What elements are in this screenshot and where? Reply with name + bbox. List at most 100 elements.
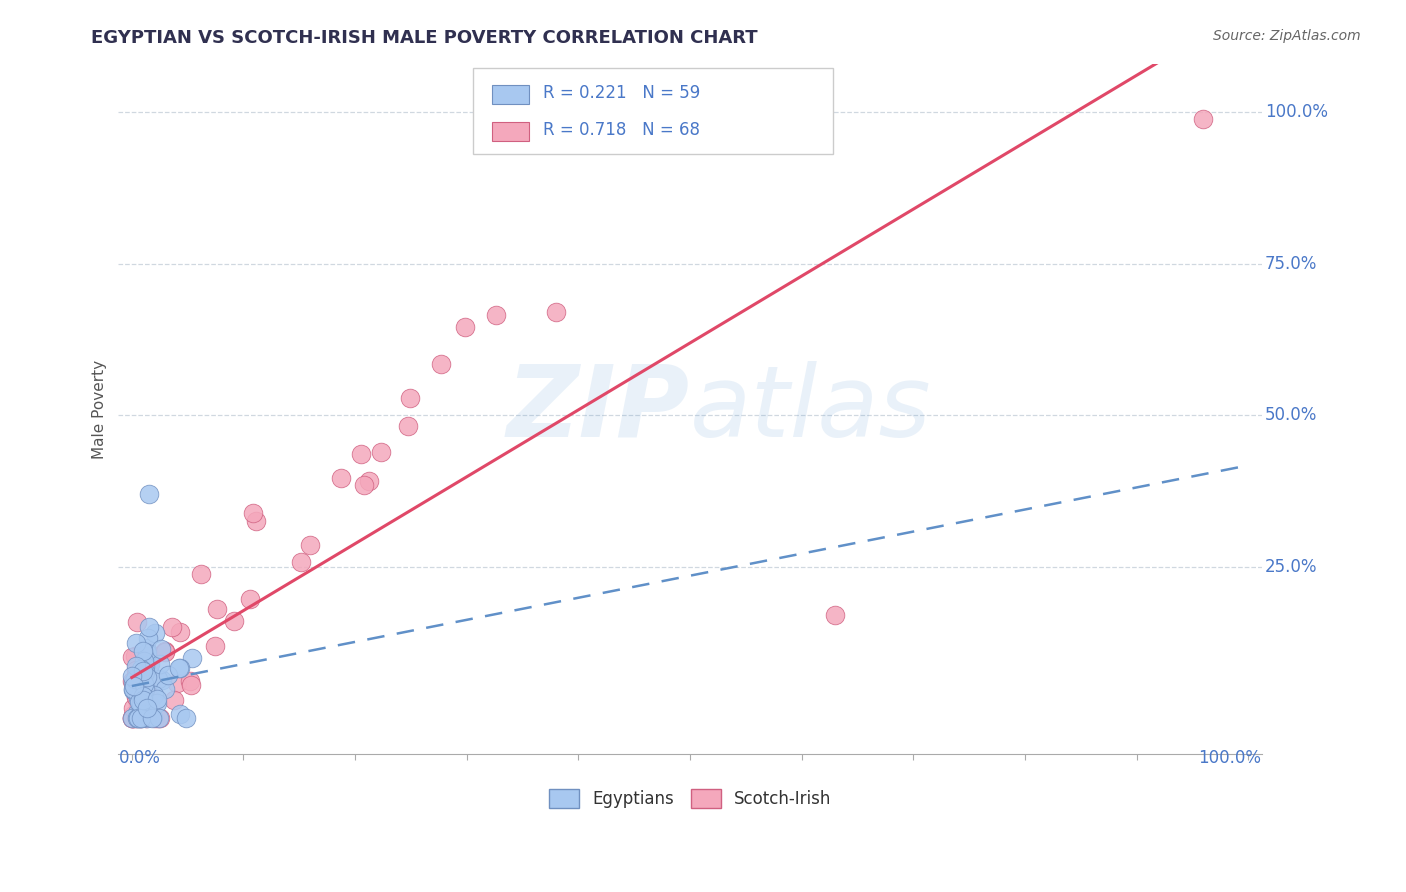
Text: ZIP: ZIP <box>508 360 690 458</box>
Point <box>129 711 152 725</box>
Point <box>136 685 159 699</box>
Point <box>370 445 392 459</box>
Point <box>122 700 145 714</box>
Point <box>148 711 170 725</box>
Point <box>125 706 148 720</box>
Point <box>145 691 167 706</box>
Point <box>155 644 177 658</box>
Point <box>157 668 180 682</box>
FancyBboxPatch shape <box>492 86 529 104</box>
Point <box>222 614 245 628</box>
Text: R = 0.718   N = 68: R = 0.718 N = 68 <box>543 120 700 138</box>
Point <box>125 690 148 704</box>
Point <box>131 695 153 709</box>
Point <box>135 701 157 715</box>
Text: EGYPTIAN VS SCOTCH-IRISH MALE POVERTY CORRELATION CHART: EGYPTIAN VS SCOTCH-IRISH MALE POVERTY CO… <box>91 29 758 46</box>
Point <box>125 658 148 673</box>
Point <box>134 676 156 690</box>
Point <box>181 650 204 665</box>
Point <box>290 555 312 569</box>
Point <box>124 649 146 664</box>
Point <box>179 674 201 689</box>
Point <box>329 471 352 485</box>
Point <box>169 661 191 675</box>
Point <box>169 624 191 639</box>
Point <box>149 657 172 672</box>
Point <box>122 679 145 693</box>
Point <box>824 607 846 622</box>
Point <box>239 591 262 606</box>
Point <box>174 711 197 725</box>
Point <box>146 672 169 686</box>
Point <box>129 696 152 710</box>
Point <box>121 711 143 725</box>
Point <box>242 506 264 520</box>
Point <box>134 659 156 673</box>
Point <box>129 711 152 725</box>
Point <box>1192 112 1215 126</box>
Point <box>124 663 146 677</box>
Point <box>160 620 183 634</box>
Point <box>138 619 160 633</box>
Point <box>141 711 163 725</box>
Point <box>138 487 160 501</box>
Point <box>127 711 149 725</box>
Point <box>121 669 143 683</box>
Point <box>129 711 152 725</box>
Point <box>127 679 149 693</box>
FancyBboxPatch shape <box>472 68 832 153</box>
Point <box>169 660 191 674</box>
Point <box>146 711 169 725</box>
Point <box>121 711 143 725</box>
Point <box>142 710 165 724</box>
Text: Source: ZipAtlas.com: Source: ZipAtlas.com <box>1213 29 1361 43</box>
FancyBboxPatch shape <box>492 122 529 141</box>
Point <box>143 688 166 702</box>
Point <box>121 711 143 725</box>
Point <box>136 645 159 659</box>
Point <box>125 690 148 705</box>
Point <box>153 682 176 697</box>
Point <box>128 695 150 709</box>
Point <box>148 711 170 725</box>
Point <box>141 673 163 688</box>
Point <box>132 694 155 708</box>
Point <box>127 683 149 698</box>
Point <box>180 678 202 692</box>
Text: 100.0%: 100.0% <box>1265 103 1327 121</box>
Point <box>139 657 162 671</box>
Point <box>544 305 567 319</box>
Point <box>357 475 380 489</box>
Point <box>122 683 145 698</box>
Point <box>121 649 143 664</box>
Point <box>143 711 166 725</box>
Point <box>121 708 143 723</box>
Point <box>205 601 228 615</box>
Text: 0.0%: 0.0% <box>118 749 160 767</box>
Point <box>135 670 157 684</box>
Point <box>135 640 157 655</box>
Text: 25.0%: 25.0% <box>1265 558 1317 575</box>
Point <box>134 681 156 696</box>
Point <box>135 690 157 705</box>
Point <box>150 641 173 656</box>
Point <box>169 706 191 721</box>
Point <box>124 673 146 687</box>
Point <box>129 662 152 676</box>
Point <box>350 447 373 461</box>
Point <box>138 686 160 700</box>
Point <box>132 654 155 668</box>
Point <box>245 514 267 528</box>
Text: 50.0%: 50.0% <box>1265 406 1317 425</box>
Point <box>139 698 162 713</box>
Point <box>131 664 153 678</box>
Point <box>430 358 453 372</box>
Point <box>396 419 419 434</box>
Point <box>155 645 177 659</box>
Point <box>485 309 508 323</box>
Point <box>299 538 322 552</box>
Point <box>190 566 212 581</box>
Point <box>127 711 149 725</box>
Legend: Egyptians, Scotch-Irish: Egyptians, Scotch-Irish <box>543 782 838 815</box>
Point <box>124 676 146 690</box>
